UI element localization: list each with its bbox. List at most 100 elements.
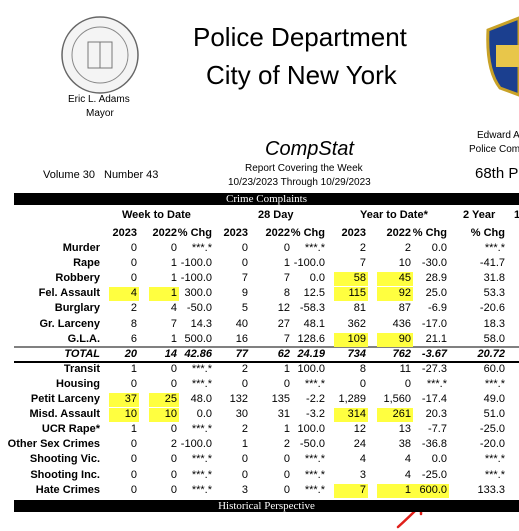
- sub-header: 2022: [386, 227, 411, 239]
- cell-value: 49.0: [483, 393, 505, 405]
- cell-value: 0: [283, 453, 290, 466]
- cell-value: 128.6: [297, 332, 325, 345]
- cell-value: 58.0: [483, 332, 505, 345]
- mayor-name: Eric L. Adams: [68, 94, 130, 105]
- cell-value: ***.*: [191, 468, 212, 481]
- cell-value: 1,289: [338, 393, 366, 405]
- group-header: Week to Date: [122, 209, 191, 221]
- cell-value: ***.*: [426, 377, 447, 390]
- cell-value: 60.0: [483, 362, 505, 375]
- cell-value: -100.0: [180, 438, 212, 451]
- sub-header: % Chg: [470, 227, 505, 239]
- sub-header: % Chg: [290, 227, 325, 239]
- row-label: Fel. Assault: [38, 287, 100, 300]
- highlight: [109, 408, 139, 423]
- cell-value: ***.*: [484, 242, 505, 254]
- cell-value: 0: [241, 242, 248, 254]
- cell-value: 3: [359, 468, 366, 481]
- cell-value: -58.3: [299, 302, 325, 315]
- highlight: [334, 272, 368, 287]
- cell-value: -100.0: [180, 272, 212, 285]
- cell-value: 0: [170, 377, 177, 390]
- cell-value: 0: [241, 468, 248, 481]
- cell-value: 38: [398, 438, 411, 451]
- cell-value: ***.*: [191, 377, 212, 390]
- cell-value: 42.86: [184, 347, 212, 360]
- cell-value: 0: [130, 377, 137, 390]
- cell-value: 10: [398, 257, 411, 270]
- cell-value: 100.0: [297, 362, 325, 375]
- cell-value: ***.*: [484, 468, 505, 481]
- report-covering: Report Covering the Week: [245, 163, 363, 174]
- cell-value: 48.0: [190, 393, 212, 405]
- cell-value: -7.7: [428, 423, 447, 436]
- cell-value: 362: [347, 317, 366, 330]
- cell-value: 3: [241, 483, 248, 496]
- row-label: Shooting Inc.: [30, 468, 100, 481]
- cell-value: 0: [283, 468, 290, 481]
- cell-value: 7: [170, 317, 177, 330]
- cell-value: 2: [170, 438, 177, 451]
- cell-value: 261: [392, 408, 411, 421]
- cell-value: -27.3: [421, 362, 447, 375]
- cell-value: -30.0: [421, 257, 447, 270]
- highlight: [334, 408, 368, 423]
- cell-value: 92: [398, 287, 411, 300]
- cell-value: 0: [130, 272, 137, 285]
- cell-value: 0: [170, 483, 177, 496]
- cell-value: 1: [241, 438, 248, 451]
- cell-value: 109: [347, 332, 366, 345]
- cell-value: ***.*: [304, 483, 325, 496]
- cell-value: 0: [404, 377, 411, 390]
- cell-value: 300.0: [184, 287, 212, 300]
- cell-value: 20.3: [425, 408, 447, 421]
- cell-value: 314: [347, 408, 366, 421]
- highlight: [334, 332, 368, 347]
- cell-value: 1: [283, 362, 290, 375]
- cell-value: -20.6: [479, 302, 505, 315]
- row-label: TOTAL: [64, 347, 100, 360]
- cell-value: 30: [235, 408, 248, 421]
- title-line2: City of New York: [206, 60, 397, 90]
- report-name: CompStat: [265, 138, 354, 160]
- row-label: Rape: [73, 257, 100, 270]
- title-line1: Police Department: [193, 22, 407, 52]
- row-label: UCR Rape*: [41, 423, 100, 436]
- cell-value: 0: [241, 377, 248, 390]
- cell-value: 40: [235, 317, 248, 330]
- cell-value: 4: [130, 287, 137, 300]
- cell-value: 1: [130, 423, 137, 436]
- cell-value: ***.*: [484, 377, 505, 390]
- city-seal: [61, 16, 139, 94]
- cell-value: 7: [241, 272, 248, 285]
- cell-value: 600.0: [419, 483, 447, 496]
- cell-value: 0.0: [431, 242, 447, 254]
- highlight: [377, 483, 413, 498]
- row-label: Murder: [62, 242, 100, 254]
- cell-value: ***.*: [191, 453, 212, 466]
- cell-value: ***.*: [191, 362, 212, 375]
- volume: Volume 30: [43, 169, 95, 181]
- sub-header: 2023: [341, 227, 366, 239]
- cell-value: 12: [277, 302, 290, 315]
- cell-value: 1: [130, 362, 137, 375]
- row-label: Misd. Assault: [29, 408, 101, 421]
- cell-value: 12.5: [303, 287, 325, 300]
- cell-value: -3.67: [421, 347, 447, 360]
- row-label: Gr. Larceny: [39, 317, 100, 330]
- cell-value: 1: [170, 287, 177, 300]
- cell-value: 0: [130, 483, 137, 496]
- cell-value: -2.2: [306, 393, 325, 405]
- cell-value: 58: [353, 272, 366, 285]
- sub-header: 2023: [112, 227, 137, 239]
- cell-value: 8: [283, 287, 290, 300]
- commissioner-name: Edward A: [477, 130, 519, 141]
- cell-value: 0: [283, 483, 290, 496]
- cell-value: -17.4: [421, 393, 447, 405]
- sub-header: % Chg: [412, 227, 447, 239]
- cell-value: 62: [277, 347, 290, 360]
- cell-value: 53.3: [483, 287, 505, 300]
- section-bar: Crime Complaints: [14, 193, 519, 205]
- cell-value: 1: [170, 332, 177, 345]
